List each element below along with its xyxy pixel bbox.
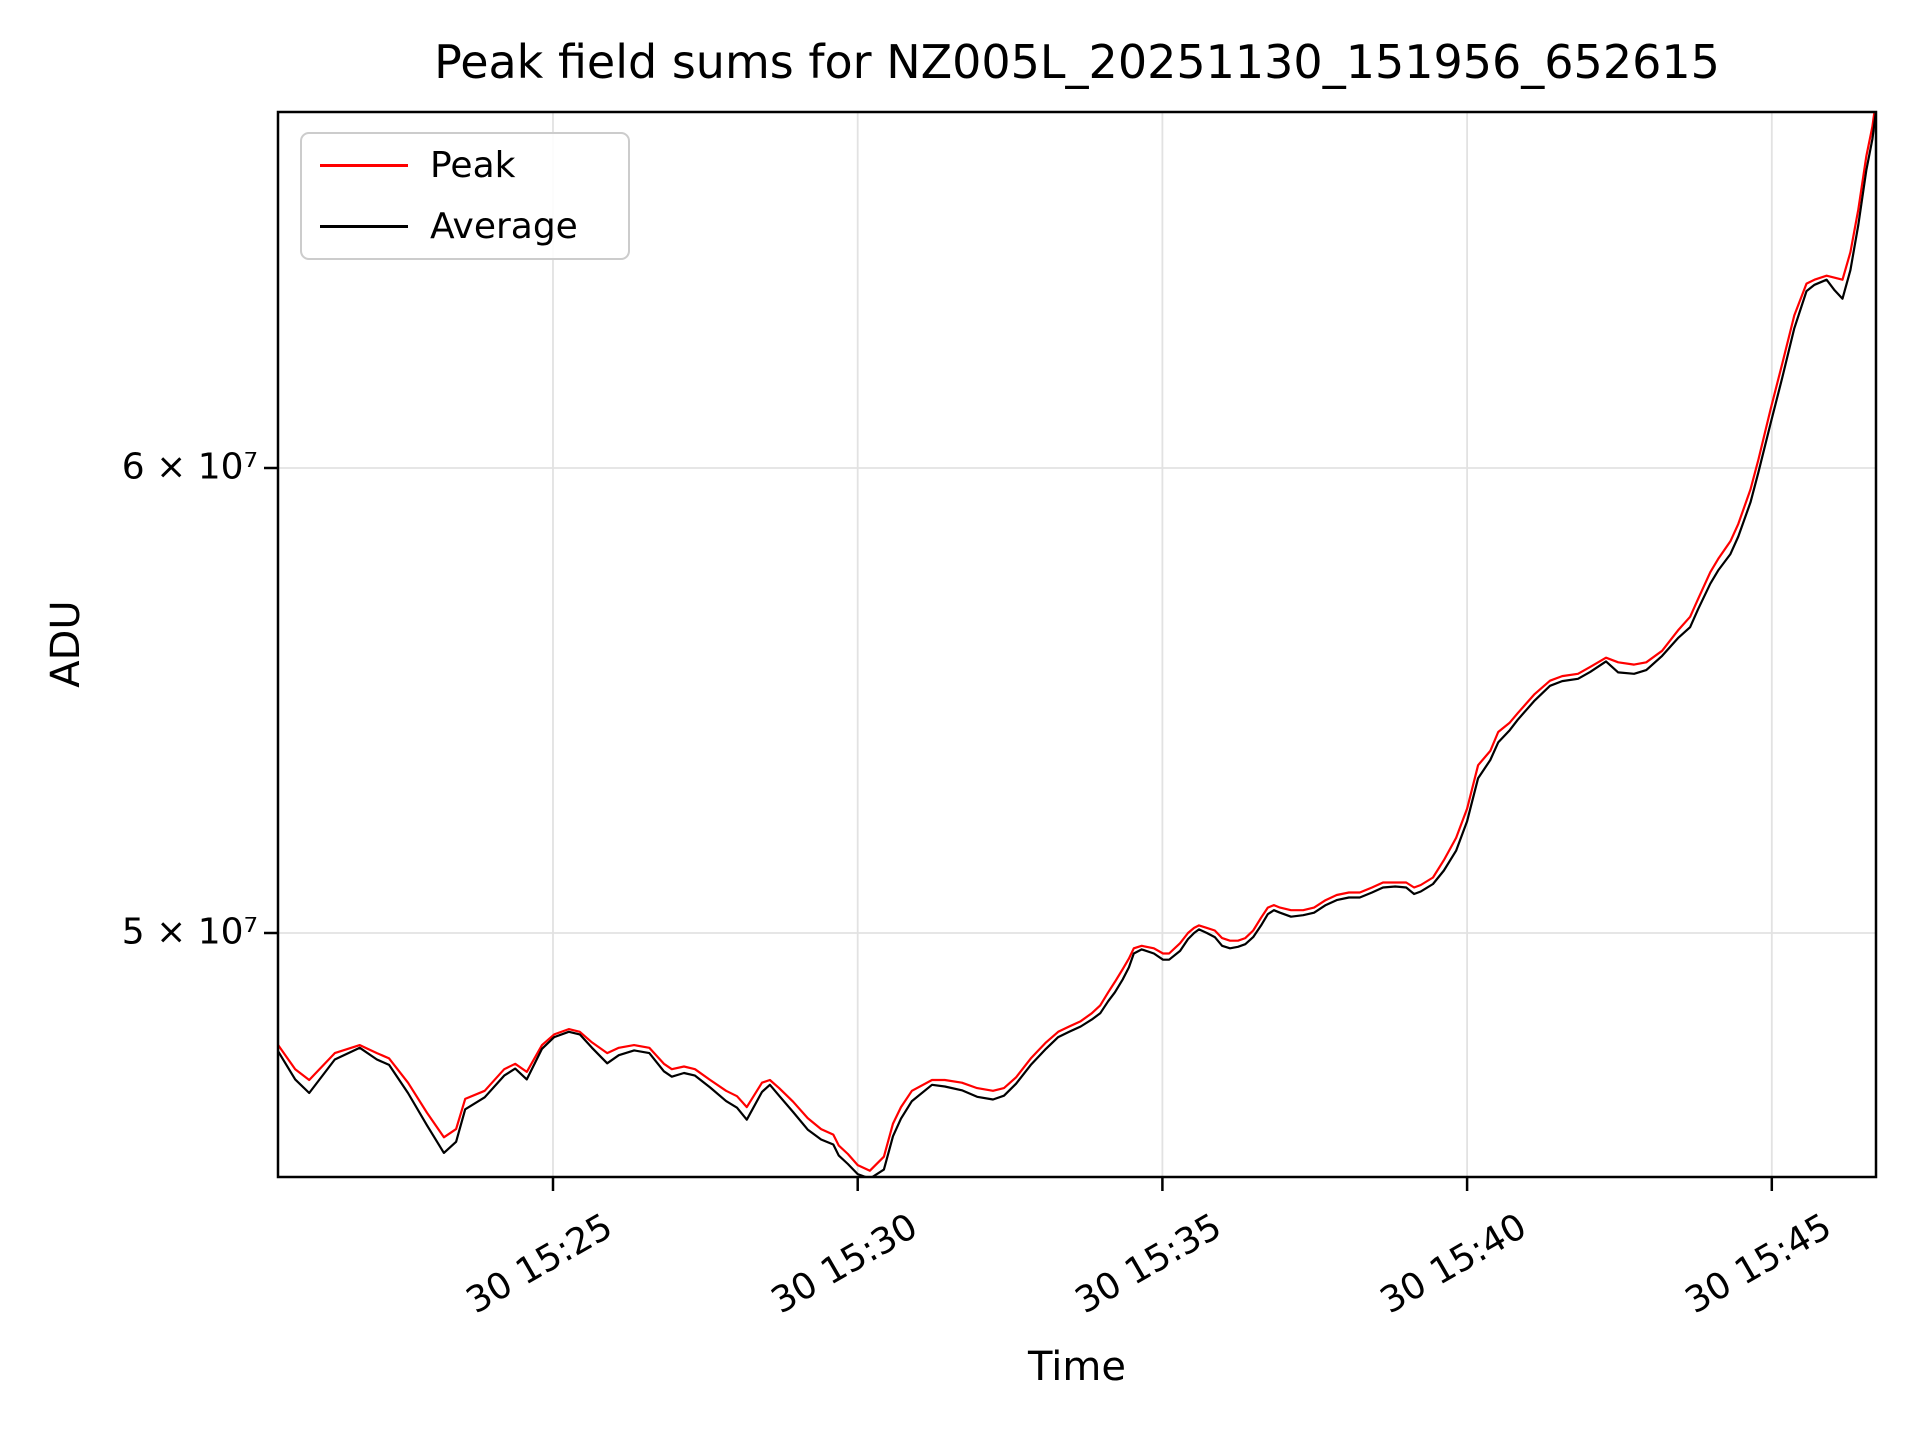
peak-line-sample — [320, 164, 408, 167]
y-tick-label-5e7: 5 × 10⁷ — [121, 911, 258, 953]
y-tick-label-6e7: 6 × 10⁷ — [121, 446, 258, 488]
y-axis-label: ADU — [43, 600, 89, 688]
legend-box: Peak Average — [300, 132, 630, 260]
legend-label-average: Average — [430, 206, 578, 247]
average-line — [278, 112, 1876, 1177]
legend-label-peak: Peak — [430, 145, 516, 186]
peak-line — [278, 112, 1876, 1172]
axes-spines — [276, 110, 1878, 1179]
legend-entry-average: Average — [302, 206, 628, 247]
chart-title: Peak field sums for NZ005L_20251130_1519… — [434, 35, 1720, 89]
legend-entry-peak: Peak — [302, 145, 628, 186]
x-axis-label: Time — [1028, 1344, 1126, 1390]
average-line-sample — [320, 225, 408, 228]
